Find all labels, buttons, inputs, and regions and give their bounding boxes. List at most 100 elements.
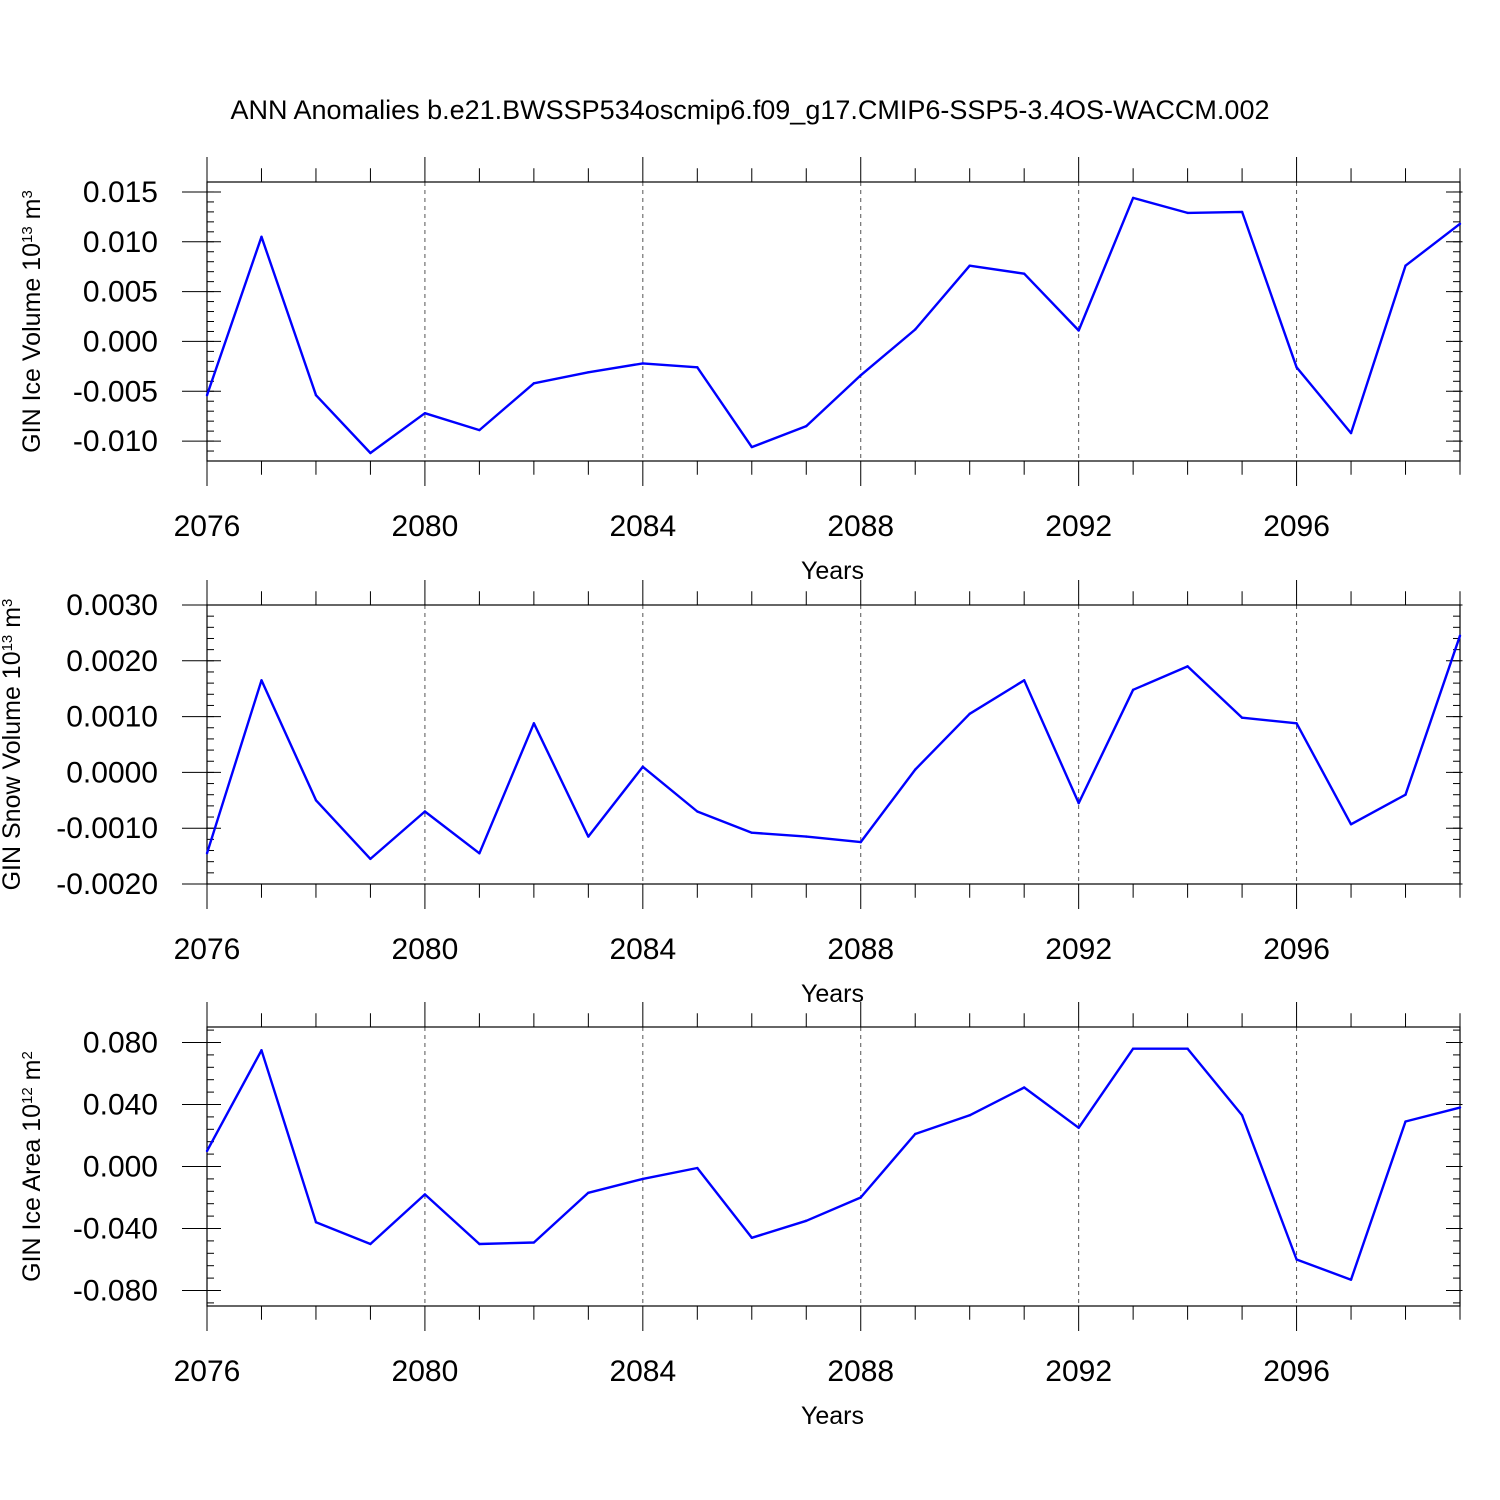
panel-ice-volume: 2076 2080 2084 2088 2092 2096 -0.010 -0.005 0.00… <box>18 157 1463 585</box>
data-point-2085 <box>696 1166 699 1170</box>
data-point-2095 <box>1240 716 1244 719</box>
y-tick-label: 0.0000 <box>66 756 158 789</box>
data-point-2077 <box>260 679 263 682</box>
data-point-2079 <box>369 1242 372 1246</box>
data-point-2086 <box>750 1236 753 1240</box>
data-point-2093 <box>1131 196 1135 200</box>
series-line-snow-volume <box>205 635 1462 861</box>
data-point-2087 <box>805 835 808 838</box>
data-point-2079 <box>369 857 372 861</box>
x-tick-label: 2092 <box>1045 1355 1112 1388</box>
data-point-2078 <box>314 799 318 802</box>
y-tick-label: -0.0010 <box>56 812 158 845</box>
data-point-2097 <box>1349 431 1353 435</box>
data-point-2087 <box>805 1219 808 1222</box>
series-line-ice-volume <box>205 196 1461 455</box>
y-axis-label: GIN Ice Area 1012 m2 <box>18 1051 46 1282</box>
data-point-2079 <box>369 451 372 455</box>
data-point-2095 <box>1240 210 1244 214</box>
y-tick-label: -0.005 <box>73 375 158 408</box>
x-tick-label: 2076 <box>174 933 241 966</box>
data-point-2082 <box>532 722 536 725</box>
data-point-2089 <box>914 1132 917 1136</box>
series-line-ice-area <box>205 1047 1461 1281</box>
y-tick-label: -0.040 <box>73 1213 158 1246</box>
y-tick-label: 0.010 <box>83 226 158 259</box>
x-tick-label: 2084 <box>609 933 676 966</box>
data-point-2092 <box>1077 1126 1080 1129</box>
data-point-2090 <box>968 712 971 716</box>
data-point-2093 <box>1131 688 1135 692</box>
data-point-2094 <box>1186 665 1189 668</box>
y-axis-label-exponent: 13 <box>19 226 36 243</box>
data-point-2087 <box>805 424 808 428</box>
y-axis-label-unit: m <box>0 607 26 635</box>
data-point-2096 <box>1295 722 1298 725</box>
x-tick-label: 2080 <box>392 510 459 543</box>
y-axis-label-unit-exponent: 3 <box>19 190 36 198</box>
x-tick-label: 2088 <box>827 933 894 966</box>
data-point-2096 <box>1295 1258 1298 1261</box>
data-point-2085 <box>696 810 699 813</box>
y-tick-label: -0.0020 <box>56 868 158 901</box>
x-tick-label: 2096 <box>1263 1355 1330 1388</box>
y-axis-label-unit-exponent: 3 <box>0 599 16 607</box>
panels-container: 2076 2080 2084 2088 2092 2096 -0.010 -0.005 0.00… <box>0 157 1463 1430</box>
y-tick-label: 0.015 <box>83 176 158 209</box>
data-point-2099 <box>1458 222 1462 226</box>
data-point-2078 <box>314 1221 318 1224</box>
data-point-2088 <box>859 1196 862 1199</box>
y-tick-label: 0.0010 <box>66 701 158 734</box>
y-tick-label: 0.0020 <box>66 645 158 678</box>
data-point-2083 <box>587 835 590 838</box>
data-point-2084 <box>641 362 645 365</box>
x-tick-label: 2088 <box>827 1355 894 1388</box>
y-tick-label: 0.080 <box>83 1027 158 1060</box>
data-point-2077 <box>260 235 263 239</box>
x-tick-label: 2080 <box>392 933 459 966</box>
x-tick-label: 2076 <box>174 1355 241 1388</box>
data-point-2077 <box>260 1049 263 1052</box>
y-tick-label: 0.000 <box>83 325 158 358</box>
y-axis-label: GIN Ice Volume 1013 m3 <box>18 190 46 453</box>
data-point-2090 <box>968 1114 971 1117</box>
x-axis-label: Years <box>801 1402 864 1430</box>
data-point-2081 <box>478 852 481 855</box>
x-tick-label: 2092 <box>1045 510 1112 543</box>
data-point-2080 <box>423 411 427 415</box>
data-point-2078 <box>314 394 318 397</box>
y-axis-label-main: GIN Ice Area 10 <box>18 1104 46 1282</box>
y-tick-label: -0.010 <box>73 425 158 458</box>
data-point-2091 <box>1022 679 1026 682</box>
panel-snow-volume: 2076 2080 2084 2088 2092 2096 -0.0020 -0.0010 0.… <box>0 580 1463 1008</box>
x-tick-label: 2080 <box>392 1355 459 1388</box>
data-point-2098 <box>1404 264 1407 267</box>
data-point-2085 <box>696 366 699 369</box>
data-point-2076 <box>205 1149 209 1153</box>
data-point-2091 <box>1022 1086 1026 1089</box>
data-point-2092 <box>1077 329 1080 332</box>
data-point-2082 <box>532 382 536 385</box>
data-point-2097 <box>1349 823 1353 826</box>
data-point-2092 <box>1077 801 1080 805</box>
data-point-2084 <box>641 1177 645 1181</box>
x-tick-label: 2084 <box>609 510 676 543</box>
data-point-2083 <box>587 371 590 374</box>
x-axis-label: Years <box>801 557 864 585</box>
data-point-2082 <box>532 1241 536 1244</box>
data-point-2089 <box>914 328 917 331</box>
y-tick-label: -0.080 <box>73 1275 158 1308</box>
figure-title: ANN Anomalies b.e21.BWSSP534oscmip6.f09_… <box>231 95 1270 125</box>
y-axis-label-unit-exponent: 2 <box>19 1051 36 1059</box>
x-axis-label: Years <box>801 980 864 1008</box>
data-point-2088 <box>859 374 862 377</box>
y-axis-label: GIN Snow Volume 1013 m3 <box>0 599 26 891</box>
y-tick-label: 0.0030 <box>66 589 158 622</box>
x-tick-label: 2084 <box>609 1355 676 1388</box>
data-point-2080 <box>423 1193 427 1196</box>
data-point-2099 <box>1458 634 1462 637</box>
y-tick-label: 0.040 <box>83 1089 158 1122</box>
data-point-2084 <box>641 765 645 769</box>
y-tick-label: 0.000 <box>83 1151 158 1184</box>
